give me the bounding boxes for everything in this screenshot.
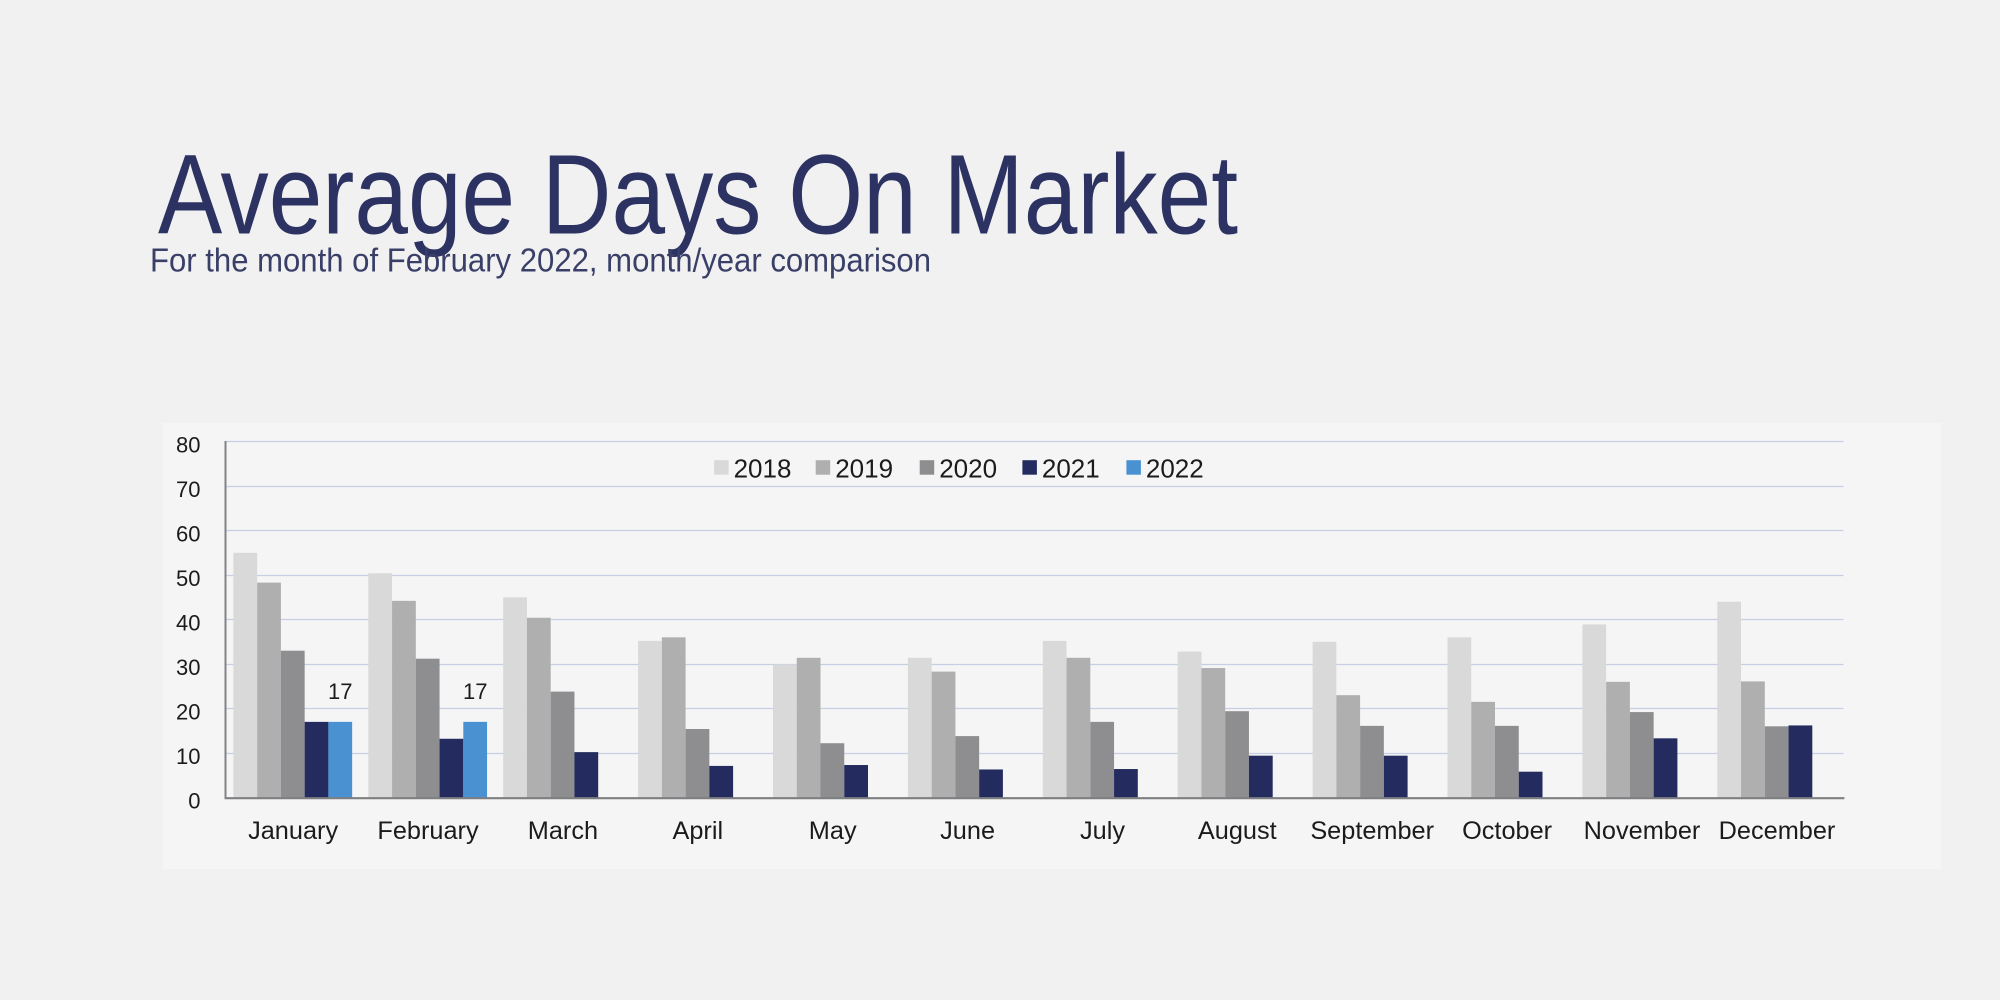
svg-text:30: 30 (176, 655, 200, 680)
svg-text:April: April (672, 817, 723, 845)
svg-text:February: February (377, 817, 479, 845)
svg-text:2018: 2018 (734, 454, 792, 484)
svg-text:17: 17 (328, 679, 352, 704)
svg-text:November: November (1584, 817, 1701, 845)
svg-text:March: March (528, 817, 598, 845)
svg-text:For the month of February 2022: For the month of February 2022, month/ye… (150, 241, 931, 278)
svg-text:January: January (248, 817, 338, 845)
svg-text:2019: 2019 (835, 454, 893, 484)
svg-text:40: 40 (176, 611, 200, 636)
svg-text:17: 17 (463, 679, 487, 704)
svg-text:December: December (1719, 817, 1836, 845)
svg-text:May: May (809, 817, 857, 845)
svg-text:2020: 2020 (939, 454, 997, 484)
svg-text:September: September (1310, 817, 1434, 845)
svg-text:0: 0 (188, 789, 200, 814)
svg-text:August: August (1198, 817, 1277, 845)
svg-text:2022: 2022 (1146, 454, 1204, 484)
svg-text:60: 60 (176, 522, 200, 547)
svg-text:70: 70 (176, 477, 200, 502)
svg-text:10: 10 (176, 744, 200, 769)
svg-text:50: 50 (176, 566, 200, 591)
svg-text:June: June (940, 817, 995, 845)
svg-text:October: October (1462, 817, 1552, 845)
svg-text:Average Days On Market: Average Days On Market (158, 132, 1238, 258)
svg-text:July: July (1080, 817, 1125, 845)
svg-text:20: 20 (176, 700, 200, 725)
svg-text:80: 80 (176, 433, 200, 458)
svg-text:2021: 2021 (1042, 454, 1100, 484)
